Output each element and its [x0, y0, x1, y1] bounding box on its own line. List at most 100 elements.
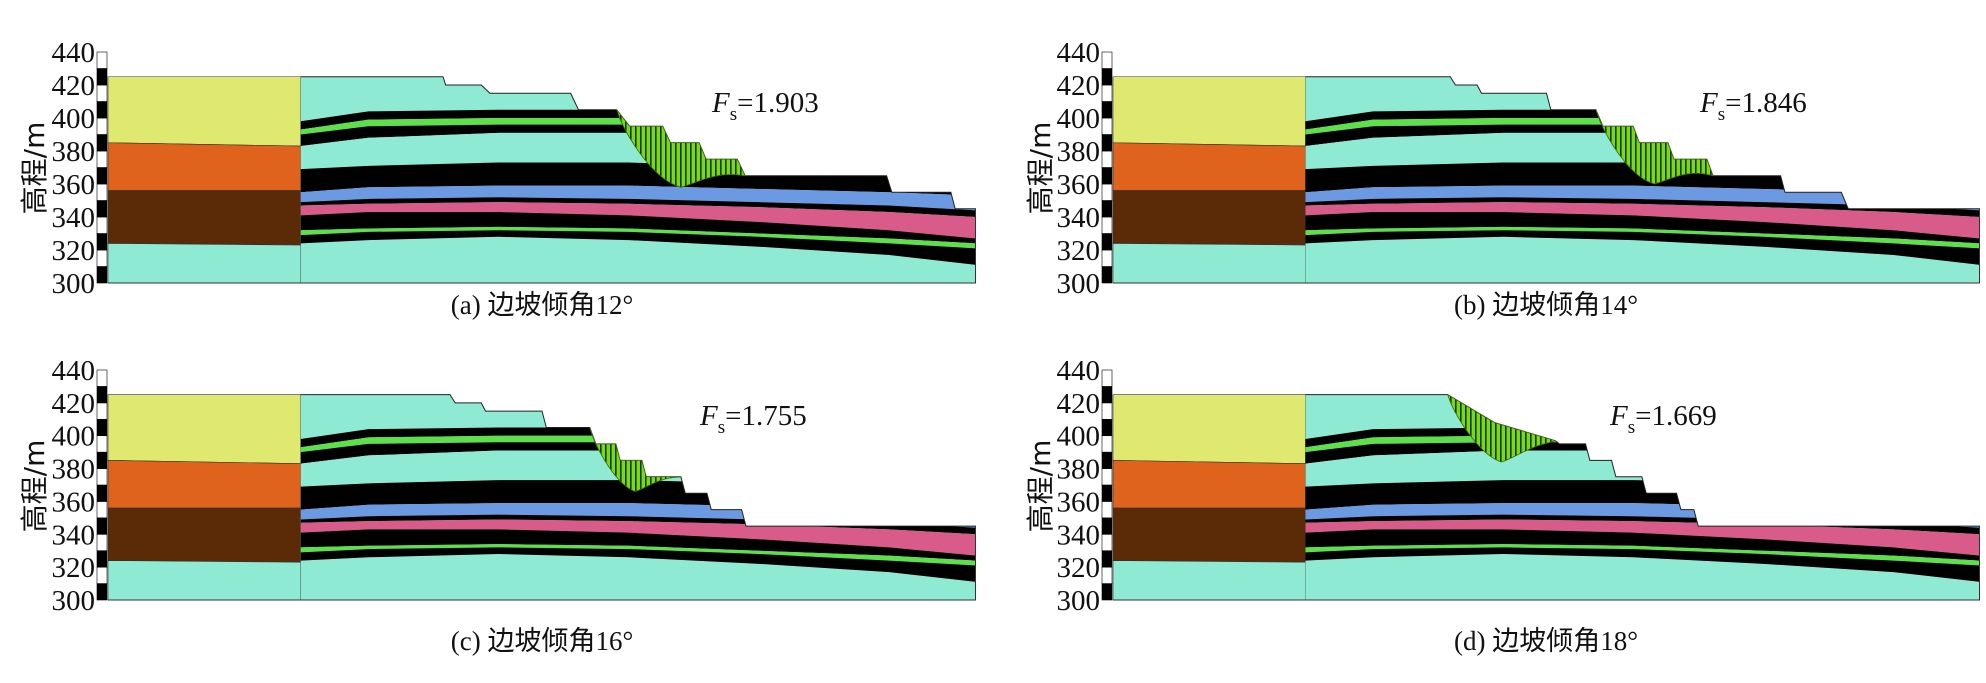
y-axis-label: 高程/m	[18, 440, 51, 533]
axis-scale-segment	[1101, 150, 1113, 168]
y-tick-label: 380	[52, 136, 96, 168]
upper-fill-layer	[1112, 394, 1306, 464]
fs-symbol: F	[711, 87, 730, 119]
axis-scale-segment	[96, 216, 108, 234]
axis-scale-segment	[96, 501, 108, 519]
axis-scale-segment	[96, 369, 108, 387]
y-tick-label: 440	[1057, 355, 1101, 387]
y-tick-label: 420	[52, 70, 96, 102]
slip-surface	[1446, 393, 1557, 463]
y-axis-label: 高程/m	[1024, 122, 1057, 215]
y-tick-label: 400	[1057, 421, 1101, 453]
axis-scale-segment	[1101, 51, 1113, 69]
panel-b: 高程/m (b) 边坡倾角14° Fs=1.846 44042040038036…	[1024, 37, 1980, 320]
y-tick-label: 420	[1057, 70, 1101, 102]
fs-value: 1.669	[1651, 400, 1716, 432]
fs-subscript: s	[718, 417, 725, 438]
axis-scale-segment	[1101, 200, 1113, 218]
y-tick-label: 400	[52, 421, 96, 453]
lower-fill-layer	[107, 190, 301, 246]
y-tick-label: 320	[52, 235, 96, 267]
green-stratum	[1305, 544, 1980, 566]
fs-subscript: s	[1718, 104, 1725, 125]
axis-scale-segment	[1101, 484, 1113, 502]
y-tick-label: 380	[1057, 454, 1101, 486]
axis-scale-segment	[1101, 451, 1113, 469]
fs-value: 1.903	[753, 87, 818, 119]
base-layer	[107, 560, 301, 601]
right-border	[975, 526, 976, 600]
black-stratum	[300, 230, 976, 265]
axis-scale-segment	[96, 200, 108, 218]
axis-scale-segment	[1101, 550, 1113, 568]
axis-scale-segment	[1101, 369, 1113, 387]
y-tick-label: 440	[1057, 37, 1101, 69]
axis-scale-segment	[96, 249, 108, 267]
lower-fill-layer	[107, 507, 301, 563]
axis-scale-segment	[1101, 216, 1113, 234]
black-stratum	[300, 547, 976, 582]
axis-scale-segment	[96, 266, 108, 284]
pink-stratum	[300, 202, 976, 239]
base-layer	[1112, 243, 1306, 284]
black-stratum	[1305, 212, 1980, 244]
pink-stratum	[1305, 519, 1980, 556]
axis-scale-segment	[96, 402, 108, 420]
green-stratum	[300, 544, 976, 566]
axis-scale-segment	[96, 468, 108, 486]
panel-c: 高程/m (c) 边坡倾角16° Fs=1.755 44042040038036…	[18, 355, 976, 656]
axis-scale-segment	[96, 150, 108, 168]
axis-scale-segment	[1101, 167, 1113, 185]
pink-stratum	[1305, 202, 1980, 239]
axis-scale-segment	[96, 51, 108, 69]
black-stratum	[1305, 230, 1980, 265]
green-stratum	[300, 226, 976, 249]
y-tick-label: 320	[1057, 552, 1101, 584]
axis-scale-segment	[96, 550, 108, 568]
fs-symbol: F	[1699, 87, 1718, 119]
right-strata	[300, 76, 976, 283]
y-tick-label: 300	[52, 585, 96, 617]
base-layer	[1112, 560, 1306, 601]
right-border	[1979, 526, 1980, 600]
axis-scale-segment	[96, 68, 108, 86]
y-tick-label: 320	[52, 552, 96, 584]
axis-scale-segment	[96, 167, 108, 185]
y-tick-label: 360	[1057, 169, 1101, 201]
fs-subscript: s	[730, 104, 737, 125]
fs-symbol: F	[1609, 400, 1628, 432]
x-axis-line	[108, 282, 976, 284]
axis-scale-segment	[96, 233, 108, 251]
upper-fill-layer	[1112, 76, 1306, 147]
y-tick-label: 400	[1057, 103, 1101, 135]
panel-caption: (c) 边坡倾角16°	[451, 626, 634, 656]
black-stratum	[300, 514, 976, 535]
axis-scale-segment	[1101, 435, 1113, 453]
right-border	[975, 208, 976, 283]
y-tick-label: 300	[1057, 585, 1101, 617]
middle-fill-layer	[1112, 142, 1306, 191]
y-tick-label: 340	[1057, 519, 1101, 551]
pink-stratum	[300, 519, 976, 556]
y-tick-label: 340	[52, 519, 96, 551]
base-layer	[107, 243, 301, 284]
safety-factor-label: Fs=1.903	[711, 87, 819, 125]
y-tick-label: 380	[52, 454, 96, 486]
axis-scale-segment	[1101, 418, 1113, 437]
panel-caption: (a) 边坡倾角12°	[451, 290, 634, 320]
axis-scale-segment	[96, 484, 108, 502]
axis-scale-segment	[96, 117, 108, 135]
y-tick-label: 440	[52, 355, 96, 387]
axis-scale-segment	[96, 183, 108, 201]
y-tick-label: 420	[52, 388, 96, 420]
x-axis-line	[108, 599, 976, 601]
y-axis-label: 高程/m	[18, 122, 51, 215]
y-axis-label: 高程/m	[1024, 440, 1057, 533]
fs-equals: =	[737, 87, 753, 119]
black-stratum	[1305, 109, 1980, 130]
right-border	[1979, 208, 1980, 283]
